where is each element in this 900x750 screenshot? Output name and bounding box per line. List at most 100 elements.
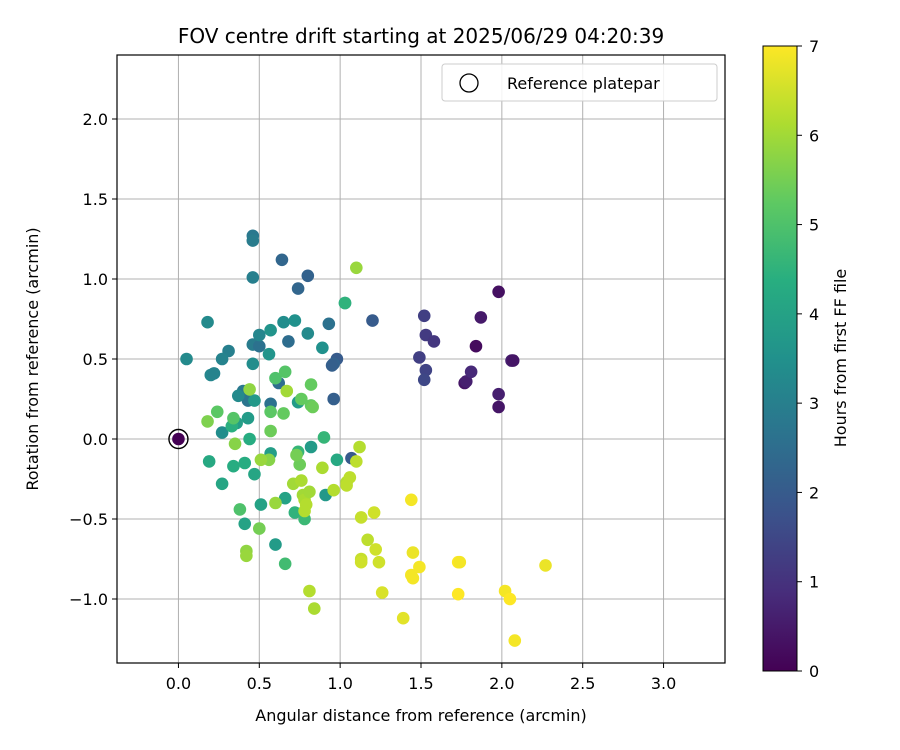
data-point [338,296,352,310]
data-point [322,317,336,331]
data-points [168,229,552,647]
data-point [295,474,308,487]
data-point [327,392,340,406]
colorbar-tick-label: 0 [809,662,819,681]
data-point [350,261,363,275]
data-point [243,383,256,396]
y-tick-label: 0.5 [83,350,108,369]
data-point [238,456,252,470]
data-point [293,458,307,471]
data-point [316,461,329,475]
data-point [372,555,386,569]
data-point [427,335,441,348]
data-point [492,285,505,299]
data-point [474,311,488,324]
data-point [539,559,552,572]
x-tick-label: 2.0 [489,674,514,693]
data-point [303,485,316,499]
data-point [367,506,381,519]
data-point [172,432,185,446]
x-tick-label: 0.0 [166,674,191,693]
data-point [252,328,266,342]
data-point [264,323,277,337]
data-point [404,493,418,507]
colorbar-tick-label: 7 [809,37,819,56]
data-point [201,415,214,428]
data-point [243,432,256,446]
data-point [353,440,366,454]
data-point [417,309,431,323]
data-point [459,375,473,388]
data-point [238,517,252,531]
x-tick-label: 2.5 [570,674,595,693]
data-point [180,352,193,366]
data-point [246,357,260,371]
colorbar-tick-label: 2 [809,483,819,502]
data-point [227,459,240,473]
legend-reference-marker-icon [459,73,479,93]
x-tick-label: 3.0 [651,674,676,693]
data-point [282,335,295,348]
data-point [246,234,260,247]
data-point [269,371,282,385]
data-point [215,477,229,491]
data-point [369,543,383,556]
data-point [343,471,357,484]
y-axis-ticks: 2.0 1.5 1.0 0.5 0.0 −0.5 −1.0 [69,110,117,609]
y-tick-label: −1.0 [69,590,108,609]
colorbar-tick-label: 3 [809,394,819,413]
y-tick-label: 1.0 [83,270,108,289]
data-point [492,387,505,401]
chart-title: FOV centre drift starting at 2025/06/29 … [178,24,664,48]
data-point [317,431,331,444]
colorbar-gradient [762,45,798,672]
legend-label: Reference platepar [507,74,660,93]
data-point [240,549,253,563]
data-point [207,367,221,380]
colorbar-tick-label: 1 [809,573,819,592]
data-point [304,378,318,391]
data-point [350,455,363,468]
data-point [215,352,229,366]
data-point [290,448,303,462]
data-point [469,339,483,353]
data-point [506,354,520,367]
data-point [227,411,240,425]
data-point [330,453,344,467]
data-point [277,407,290,420]
colorbar-tick-label: 6 [809,126,819,145]
data-point [275,253,289,267]
data-point [201,315,214,329]
data-point [301,327,315,340]
data-point [413,560,426,574]
data-point [215,426,229,439]
y-tick-label: 2.0 [83,110,108,129]
data-point [451,587,465,601]
data-point [288,314,302,327]
data-point [262,347,276,361]
data-point [419,363,433,377]
data-point [277,315,290,329]
data-point [278,491,292,505]
data-point [464,365,478,379]
x-axis-label: Angular distance from reference (arcmin) [255,706,586,725]
data-point [306,400,319,414]
data-point [252,522,266,535]
data-point [248,394,261,407]
data-point [280,384,294,398]
data-point [254,498,268,511]
data-point [264,424,277,438]
data-point [396,611,410,625]
legend: Reference platepar [441,63,718,102]
data-point [288,506,302,519]
data-point [303,584,316,598]
colorbar: 0 1 2 3 4 5 6 7 Hours from first FF file [762,37,850,681]
data-point [295,392,308,406]
data-point [246,271,260,284]
data-point [278,557,292,571]
data-point [492,400,505,414]
data-point [406,546,420,559]
data-point [202,455,216,468]
x-tick-label: 0.5 [247,674,272,693]
